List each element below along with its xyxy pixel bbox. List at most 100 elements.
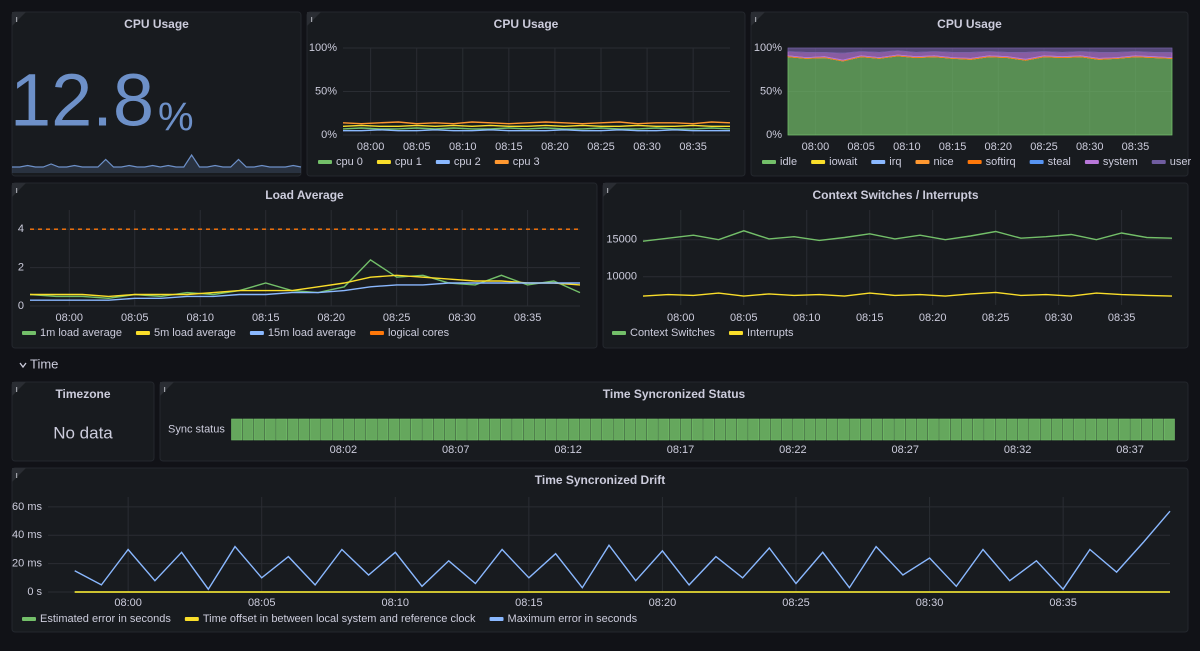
legend-label[interactable]: cpu 3 <box>513 156 540 168</box>
state-cell <box>332 418 344 441</box>
legend-swatch[interactable] <box>376 160 391 164</box>
legend-label[interactable]: logical cores <box>388 327 450 339</box>
legend-swatch[interactable] <box>22 617 36 621</box>
legend-label[interactable]: softirq <box>986 156 1016 168</box>
legend-swatch[interactable] <box>494 160 509 164</box>
section-title[interactable]: Time <box>30 356 58 371</box>
state-cell <box>602 418 613 441</box>
y-tick-label: 15000 <box>606 234 637 246</box>
state-cell <box>377 418 389 441</box>
legend-swatch[interactable] <box>1151 160 1166 164</box>
info-icon[interactable] <box>16 188 18 193</box>
legend-label[interactable]: steal <box>1048 156 1071 168</box>
x-tick-label: 08:35 <box>679 141 707 153</box>
legend-label[interactable]: Interrupts <box>747 327 794 339</box>
legend-label[interactable]: 1m load average <box>40 327 122 339</box>
state-cell <box>871 418 883 441</box>
x-tick-label: 08:22 <box>779 444 807 456</box>
state-cell <box>568 418 580 441</box>
panel <box>11 381 155 462</box>
state-cell <box>500 418 512 441</box>
series-line <box>29 258 581 300</box>
legend-swatch[interactable] <box>1029 160 1044 164</box>
state-cell <box>1017 418 1029 441</box>
legend-swatch[interactable] <box>318 160 332 164</box>
legend-label[interactable]: nice <box>933 156 953 168</box>
info-corner[interactable] <box>751 12 765 26</box>
legend-swatch[interactable] <box>22 331 36 335</box>
y-tick-label: 100% <box>309 42 337 54</box>
info-icon[interactable] <box>16 387 18 392</box>
x-tick-label: 08:10 <box>382 597 410 609</box>
legend-label[interactable]: 15m load average <box>268 327 356 339</box>
legend-label[interactable]: Maximum error in seconds <box>508 613 638 625</box>
state-cell <box>691 418 703 441</box>
legend-swatch[interactable] <box>728 331 743 335</box>
y-tick-label: 0 <box>18 300 24 312</box>
state-cell <box>804 418 816 441</box>
x-tick-label: 08:25 <box>782 597 810 609</box>
legend-swatch[interactable] <box>915 160 930 164</box>
legend-label[interactable]: Time offset in between local system and … <box>203 613 476 625</box>
info-icon[interactable] <box>607 188 609 193</box>
x-tick-label: 08:20 <box>919 312 947 324</box>
panel <box>11 11 302 177</box>
state-cell <box>309 418 321 441</box>
state-cell <box>647 418 658 441</box>
state-cell <box>1074 418 1085 441</box>
legend-label[interactable]: Context Switches <box>630 327 715 339</box>
legend-label[interactable]: cpu 0 <box>336 156 363 168</box>
info-icon[interactable] <box>311 17 313 22</box>
state-cell <box>590 418 602 441</box>
legend-label[interactable]: cpu 2 <box>454 156 481 168</box>
x-tick-label: 08:15 <box>515 597 543 609</box>
collapse-chevron[interactable] <box>19 362 27 369</box>
info-corner[interactable] <box>603 183 617 197</box>
legend-label[interactable]: user <box>1170 156 1192 168</box>
series-line <box>342 127 731 130</box>
x-tick-label: 08:30 <box>448 312 476 324</box>
y-tick-label: 0 s <box>27 586 42 598</box>
info-corner[interactable] <box>12 382 26 396</box>
legend-label[interactable]: iowait <box>829 156 857 168</box>
x-tick-label: 08:27 <box>892 444 920 456</box>
info-icon[interactable] <box>164 387 166 392</box>
state-cell <box>321 418 332 441</box>
legend-swatch[interactable] <box>811 160 826 164</box>
legend-label[interactable]: 5m load average <box>154 327 236 339</box>
info-corner[interactable] <box>160 382 174 396</box>
panel-title: Context Switches / Interrupts <box>812 188 978 202</box>
x-tick-label: 08:20 <box>317 312 345 324</box>
info-icon[interactable] <box>16 17 18 22</box>
legend-label[interactable]: idle <box>780 156 797 168</box>
info-corner[interactable] <box>307 12 321 26</box>
info-corner[interactable] <box>12 183 26 197</box>
y-tick-label: 0% <box>321 129 337 141</box>
legend-swatch[interactable] <box>249 331 264 335</box>
legend-swatch[interactable] <box>871 160 886 164</box>
state-cell <box>725 418 737 441</box>
legend-label[interactable]: cpu 1 <box>395 156 422 168</box>
sparkline <box>12 153 302 168</box>
info-icon[interactable] <box>755 17 757 22</box>
state-cell <box>680 418 692 441</box>
legend-label[interactable]: Estimated error in seconds <box>40 613 171 625</box>
legend-swatch[interactable] <box>967 160 982 164</box>
legend-swatch[interactable] <box>435 160 450 164</box>
legend-swatch[interactable] <box>1084 160 1099 164</box>
legend-label[interactable]: system <box>1103 156 1138 168</box>
legend-swatch[interactable] <box>762 160 776 164</box>
legend-swatch[interactable] <box>184 617 199 621</box>
state-cell <box>860 418 872 441</box>
legend-swatch[interactable] <box>135 331 150 335</box>
legend-swatch[interactable] <box>612 331 626 335</box>
info-corner[interactable] <box>12 468 26 482</box>
legend-label[interactable]: irq <box>889 156 901 168</box>
legend-swatch[interactable] <box>489 617 504 621</box>
info-corner[interactable] <box>12 12 26 26</box>
state-cell <box>1119 418 1130 441</box>
state-cell <box>1085 418 1097 441</box>
info-icon[interactable] <box>16 473 18 478</box>
legend-swatch[interactable] <box>369 331 384 335</box>
